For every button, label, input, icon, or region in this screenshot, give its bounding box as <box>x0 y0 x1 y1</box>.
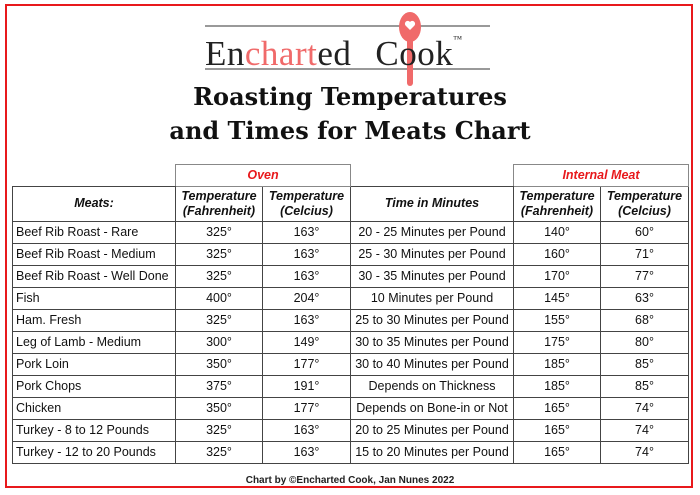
cell-oven-celcius: 163° <box>262 308 351 332</box>
cell-internal-fahrenheit: 165° <box>513 396 601 420</box>
cell-internal-fahrenheit: 175° <box>513 330 601 354</box>
cell-meats: Pork Loin <box>12 352 176 376</box>
cell-internal-fahrenheit: 185° <box>513 374 601 398</box>
table-row: Pork Chops 375° 191° Depends on Thickness 18… <box>12 374 689 398</box>
logo-rule-top <box>205 25 490 27</box>
cell-oven-celcius: 191° <box>262 374 351 398</box>
cell-oven-fahrenheit: 350° <box>175 396 263 420</box>
cell-meats: Beef Rib Roast - Medium <box>12 242 176 266</box>
cell-internal-fahrenheit: 140° <box>513 220 601 244</box>
table-row: Ham. Fresh 325° 163° 25 to 30 Minutes per P… <box>12 308 689 332</box>
header-oven-celcius: Temperature (Celcius) <box>262 185 351 222</box>
cell-internal-celcius: 74° <box>600 440 689 464</box>
cell-time: 30 to 35 Minutes per Pound <box>350 330 514 354</box>
cell-meats: Chicken <box>12 396 176 420</box>
cell-time: 20 to 25 Minutes per Pound <box>350 418 514 442</box>
cell-oven-celcius: 177° <box>262 396 351 420</box>
logo-tm: ™ <box>453 34 463 44</box>
cell-time: Depends on Bone-in or Not <box>350 396 514 420</box>
table-row: Pork Loin 350° 177° 30 to 40 Minutes per Po… <box>12 352 689 376</box>
table-row: Beef Rib Roast - Well Done 325° 163° 30 - 3… <box>12 264 689 288</box>
cell-time: 30 to 40 Minutes per Pound <box>350 352 514 376</box>
cell-oven-celcius: 163° <box>262 418 351 442</box>
roasting-table: Oven Internal Meat Meats: Temperature (Fah… <box>12 164 689 464</box>
cell-time: 15 to 20 Minutes per Pound <box>350 440 514 464</box>
cell-meats: Ham. Fresh <box>12 308 176 332</box>
cell-oven-fahrenheit: 325° <box>175 308 263 332</box>
cell-internal-fahrenheit: 145° <box>513 286 601 310</box>
cell-internal-fahrenheit: 170° <box>513 264 601 288</box>
cell-internal-fahrenheit: 165° <box>513 440 601 464</box>
cell-oven-celcius: 204° <box>262 286 351 310</box>
cell-internal-celcius: 60° <box>600 220 689 244</box>
cell-time: 20 - 25 Minutes per Pound <box>350 220 514 244</box>
cell-meats: Turkey - 8 to 12 Pounds <box>12 418 176 442</box>
cell-internal-fahrenheit: 185° <box>513 352 601 376</box>
cell-internal-fahrenheit: 160° <box>513 242 601 266</box>
cell-internal-celcius: 85° <box>600 352 689 376</box>
table-row: Beef Rib Roast - Medium 325° 163° 25 - 30 M… <box>12 242 689 266</box>
footer-credit: Chart by ©Encharted Cook, Jan Nunes 2022 <box>245 475 455 486</box>
cell-oven-fahrenheit: 300° <box>175 330 263 354</box>
spoon-heart-icon <box>399 12 421 86</box>
cell-time: 30 - 35 Minutes per Pound <box>350 264 514 288</box>
title-line-2: and Times for Meats Chart <box>169 116 531 145</box>
header-oven-fahrenheit: Temperature (Fahrenheit) <box>175 185 263 222</box>
logo-text-3: ed <box>317 34 352 73</box>
cell-oven-fahrenheit: 325° <box>175 418 263 442</box>
logo-rule-bottom <box>205 68 490 70</box>
logo: Encharted Cook™ <box>205 10 490 86</box>
cell-meats: Fish <box>12 286 176 310</box>
table-row: Turkey - 12 to 20 Pounds 325° 163° 15 to 20… <box>12 440 689 464</box>
cell-oven-celcius: 177° <box>262 352 351 376</box>
logo-text-2: chart <box>244 34 318 73</box>
cell-internal-celcius: 85° <box>600 374 689 398</box>
cell-meats: Beef Rib Roast - Rare <box>12 220 176 244</box>
cell-oven-celcius: 163° <box>262 440 351 464</box>
cell-internal-celcius: 80° <box>600 330 689 354</box>
header-time: Time in Minutes <box>350 185 514 222</box>
cell-oven-celcius: 149° <box>262 330 351 354</box>
cell-oven-fahrenheit: 375° <box>175 374 263 398</box>
cell-internal-celcius: 71° <box>600 242 689 266</box>
cell-internal-celcius: 68° <box>600 308 689 332</box>
cell-internal-fahrenheit: 165° <box>513 418 601 442</box>
cell-time: 10 Minutes per Pound <box>350 286 514 310</box>
cell-oven-celcius: 163° <box>262 220 351 244</box>
cell-oven-fahrenheit: 325° <box>175 220 263 244</box>
table-row: Turkey - 8 to 12 Pounds 325° 163° 20 to 25 … <box>12 418 689 442</box>
cell-oven-celcius: 163° <box>262 264 351 288</box>
cell-meats: Turkey - 12 to 20 Pounds <box>12 440 176 464</box>
table-row: Fish 400° 204° 10 Minutes per Pound 145° 63° <box>12 286 689 310</box>
cell-oven-fahrenheit: 325° <box>175 440 263 464</box>
cell-time: Depends on Thickness <box>350 374 514 398</box>
group-internal-meat: Internal Meat <box>513 164 689 187</box>
cell-meats: Pork Chops <box>12 374 176 398</box>
title-line-1: Roasting Temperatures <box>193 82 507 111</box>
logo-text-4: Cook <box>375 34 454 73</box>
cell-oven-fahrenheit: 325° <box>175 264 263 288</box>
header-internal-celcius: Temperature (Celcius) <box>600 185 689 222</box>
cell-oven-fahrenheit: 325° <box>175 242 263 266</box>
table-row: Leg of Lamb - Medium 300° 149° 30 to 35 Min… <box>12 330 689 354</box>
cell-oven-celcius: 163° <box>262 242 351 266</box>
group-oven: Oven <box>175 164 351 187</box>
header-internal-fahrenheit: Temperature (Fahrenheit) <box>513 185 601 222</box>
cell-meats: Beef Rib Roast - Well Done <box>12 264 176 288</box>
cell-internal-celcius: 74° <box>600 396 689 420</box>
table-row: Beef Rib Roast - Rare 325° 163° 20 - 25 Min… <box>12 220 689 244</box>
cell-time: 25 - 30 Minutes per Pound <box>350 242 514 266</box>
table-row: Chicken 350° 177° Depends on Bone-in or Not… <box>12 396 689 420</box>
cell-time: 25 to 30 Minutes per Pound <box>350 308 514 332</box>
cell-oven-fahrenheit: 350° <box>175 352 263 376</box>
cell-internal-celcius: 63° <box>600 286 689 310</box>
red-border <box>5 4 693 488</box>
cell-internal-celcius: 74° <box>600 418 689 442</box>
cell-internal-fahrenheit: 155° <box>513 308 601 332</box>
cell-internal-celcius: 77° <box>600 264 689 288</box>
logo-text-1: En <box>205 34 245 73</box>
header-meats: Meats: <box>12 185 176 222</box>
cell-meats: Leg of Lamb - Medium <box>12 330 176 354</box>
cell-oven-fahrenheit: 400° <box>175 286 263 310</box>
